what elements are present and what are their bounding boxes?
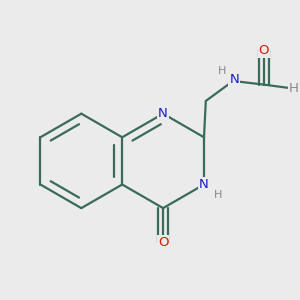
- Text: N: N: [199, 178, 209, 191]
- Text: O: O: [259, 44, 269, 57]
- Text: H: H: [214, 190, 223, 200]
- Text: N: N: [158, 107, 168, 120]
- Text: N: N: [229, 73, 239, 86]
- Text: H: H: [218, 66, 226, 76]
- Text: O: O: [158, 236, 168, 249]
- Text: H: H: [289, 82, 299, 95]
